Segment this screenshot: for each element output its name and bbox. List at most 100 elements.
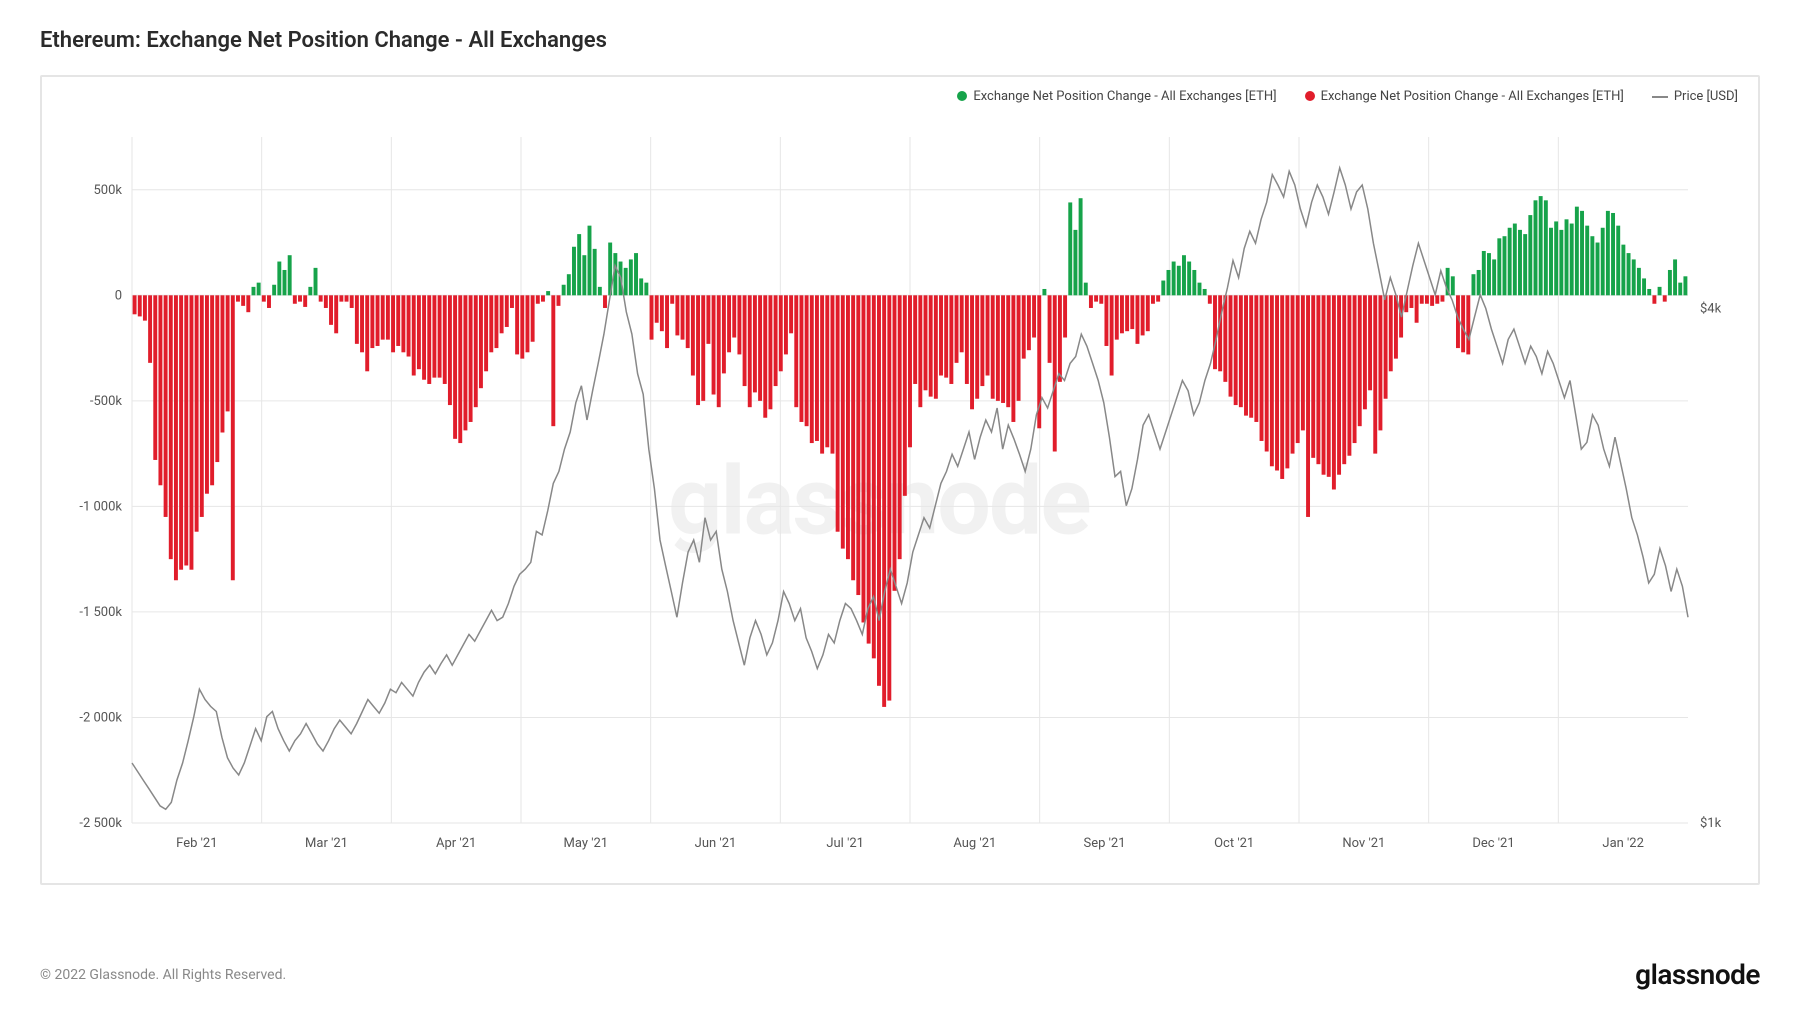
bar-positive <box>1523 234 1527 295</box>
bar-negative <box>1415 295 1419 322</box>
bar-negative <box>1663 295 1667 301</box>
bar-negative <box>1094 295 1098 301</box>
bar-negative <box>918 295 922 407</box>
bar-negative <box>830 295 834 453</box>
bar-positive <box>1079 198 1083 295</box>
bar-positive <box>1673 259 1677 295</box>
bar-negative <box>1347 295 1351 455</box>
svg-text:Feb '21: Feb '21 <box>176 836 217 851</box>
bar-negative <box>1218 295 1222 371</box>
svg-text:May '21: May '21 <box>564 836 609 851</box>
bar-negative <box>913 295 917 384</box>
bar-negative <box>143 295 147 320</box>
bar-negative <box>924 295 928 390</box>
bar-negative <box>789 295 793 333</box>
bar-positive <box>252 287 256 295</box>
bar-negative <box>226 295 230 411</box>
bar-negative <box>986 295 990 375</box>
bar-negative <box>1296 295 1300 443</box>
bar-negative <box>1409 295 1413 308</box>
bar-positive <box>314 268 318 295</box>
bar-negative <box>531 295 535 341</box>
bar-negative <box>536 295 540 303</box>
bar-negative <box>1120 295 1124 333</box>
bar-negative <box>557 295 561 306</box>
bar-negative <box>1053 295 1057 451</box>
bar-negative <box>438 295 442 377</box>
bar-positive <box>1068 202 1072 295</box>
bar-negative <box>949 295 953 384</box>
bar-positive <box>1073 230 1077 295</box>
bar-negative <box>1001 295 1005 403</box>
bar-negative <box>1316 295 1320 464</box>
bar-negative <box>898 295 902 559</box>
svg-text:-1 500k: -1 500k <box>79 605 122 620</box>
bar-negative <box>650 295 654 339</box>
chart-svg: -2 500k-2 000k-1 500k-1 000k-500k0500kFe… <box>132 137 1688 823</box>
bar-negative <box>1373 295 1377 453</box>
bar-negative <box>799 295 803 422</box>
bar-negative <box>805 295 809 426</box>
bar-negative <box>1389 295 1393 371</box>
legend-item-price: Price [USD] <box>1652 89 1738 104</box>
bar-negative <box>195 295 199 531</box>
bar-negative <box>370 295 374 348</box>
svg-text:-2 500k: -2 500k <box>79 816 122 831</box>
bar-positive <box>629 259 633 295</box>
svg-text:500k: 500k <box>93 183 122 198</box>
bar-positive <box>598 287 602 295</box>
bar-negative <box>148 295 152 363</box>
bar-negative <box>1130 295 1134 329</box>
bar-negative <box>660 295 664 331</box>
bar-negative <box>267 295 271 308</box>
bar-negative <box>846 295 850 559</box>
bar-negative <box>675 295 679 335</box>
bar-positive <box>1632 259 1636 295</box>
bar-positive <box>1647 289 1651 295</box>
bar-negative <box>1022 295 1026 358</box>
bar-negative <box>1378 295 1382 430</box>
bar-negative <box>732 295 736 337</box>
bar-positive <box>1575 207 1579 296</box>
bar-negative <box>1461 295 1465 352</box>
bar-negative <box>1058 295 1062 382</box>
bar-negative <box>743 295 747 386</box>
bar-negative <box>763 295 767 417</box>
bar-negative <box>448 295 452 405</box>
bar-positive <box>1497 238 1501 295</box>
bar-negative <box>179 295 183 569</box>
bar-positive <box>1177 266 1181 296</box>
bar-negative <box>158 295 162 485</box>
bar-negative <box>153 295 157 460</box>
bar-negative <box>200 295 204 517</box>
bar-negative <box>1337 295 1341 474</box>
bar-positive <box>1187 262 1191 296</box>
bar-negative <box>841 295 845 548</box>
bar-negative <box>236 295 240 301</box>
bar-positive <box>308 287 312 295</box>
bar-negative <box>836 295 840 531</box>
bar-positive <box>1492 259 1496 295</box>
bar-negative <box>929 295 933 396</box>
bar-negative <box>1280 295 1284 479</box>
bar-positive <box>1172 262 1176 296</box>
bar-negative <box>396 295 400 346</box>
bar-positive <box>1192 270 1196 295</box>
bar-negative <box>784 295 788 354</box>
svg-text:Aug '21: Aug '21 <box>953 836 996 851</box>
bar-negative <box>722 295 726 373</box>
bar-negative <box>246 295 250 312</box>
bar-negative <box>355 295 359 344</box>
legend-label-neg: Exchange Net Position Change - All Excha… <box>1321 89 1624 104</box>
bar-negative <box>1332 295 1336 489</box>
bar-negative <box>1270 295 1274 466</box>
bar-negative <box>1368 295 1372 390</box>
bar-negative <box>1141 295 1145 335</box>
bar-positive <box>1539 196 1543 295</box>
bar-positive <box>644 283 648 296</box>
bar-negative <box>231 295 235 580</box>
bar-positive <box>1544 200 1548 295</box>
bar-negative <box>944 295 948 377</box>
bar-negative <box>1104 295 1108 346</box>
bar-negative <box>1239 295 1243 407</box>
